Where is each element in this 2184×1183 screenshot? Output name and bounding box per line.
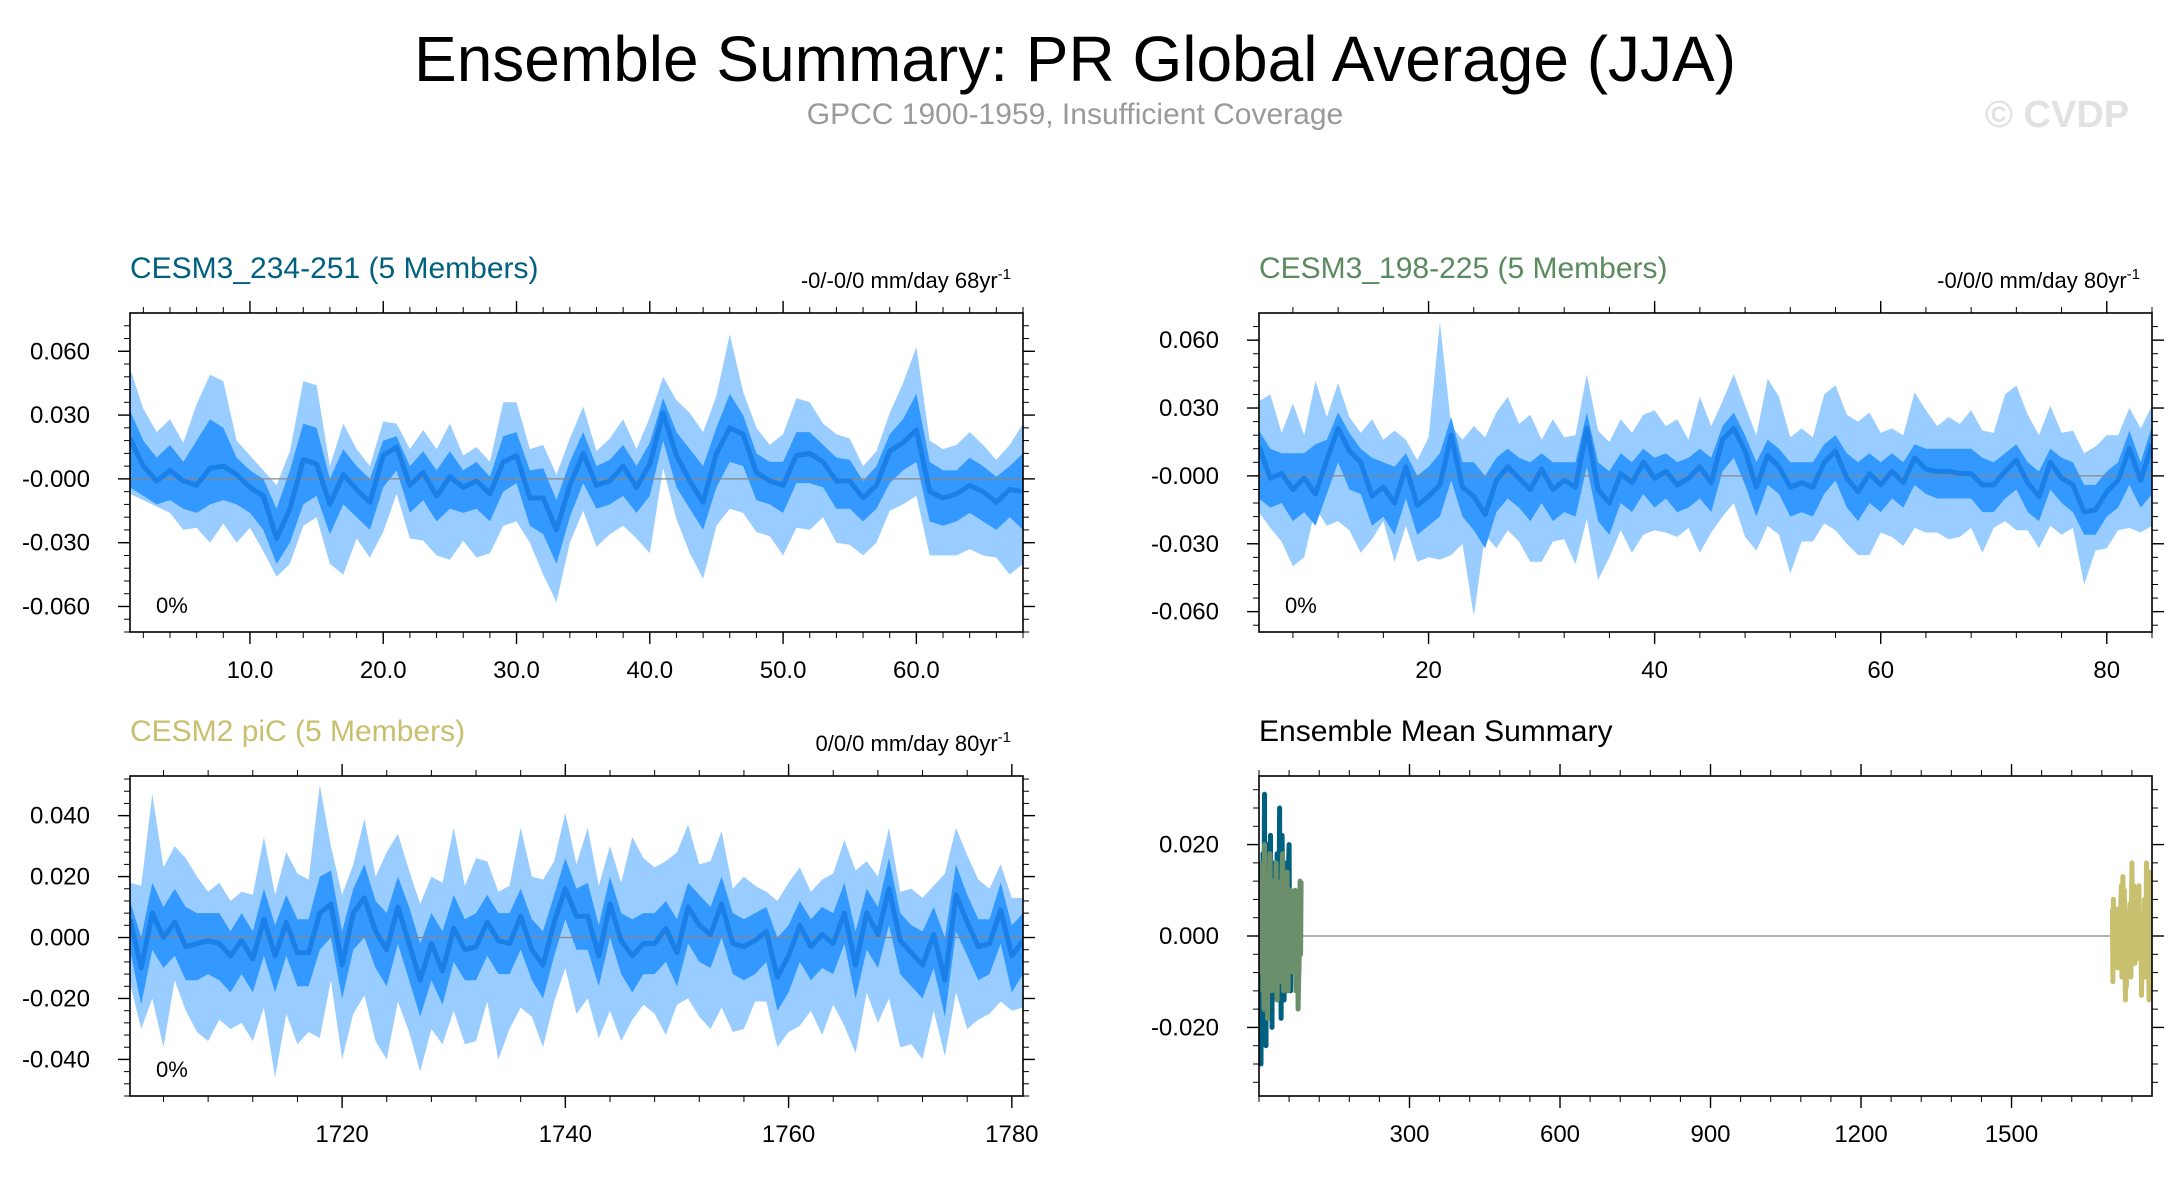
x-tick-label: 30.0 bbox=[493, 657, 540, 684]
x-tick-label: 1500 bbox=[1985, 1121, 2038, 1148]
plot-area bbox=[130, 334, 1023, 603]
y-tick-label: -0.040 bbox=[22, 1046, 90, 1073]
trend-exponent: -1 bbox=[2127, 266, 2140, 283]
x-tick-label: 50.0 bbox=[760, 657, 807, 684]
chart-panel-p4: Ensemble Mean Summary 0.020 0.000 -0.020 300… bbox=[1151, 715, 2164, 1148]
x-tick-label: 1720 bbox=[315, 1121, 368, 1148]
x-tick-label: 1780 bbox=[985, 1121, 1038, 1148]
trend-label: -0/0/0 mm/day 80yr-1 bbox=[1937, 266, 2140, 293]
plot-area bbox=[1259, 791, 2152, 1067]
ensemble-mean-line bbox=[130, 886, 1023, 983]
y-tick-label: 0.030 bbox=[1159, 395, 1219, 422]
trend-label: 0/0/0 mm/day 80yr-1 bbox=[815, 729, 1011, 756]
trend-exponent: -1 bbox=[998, 729, 1011, 746]
ensemble-mean-series-3 bbox=[2109, 860, 2152, 1003]
y-tick-label: -0.020 bbox=[22, 985, 90, 1012]
y-tick-label: 0.060 bbox=[1159, 327, 1219, 354]
plot-area bbox=[130, 785, 1023, 1078]
trend-label: -0/-0/0 mm/day 68yr-1 bbox=[801, 266, 1011, 293]
x-tick-label: 1760 bbox=[762, 1121, 815, 1148]
y-tick-label: -0.030 bbox=[1151, 531, 1219, 558]
trend-text: 0/0/0 mm/day 80yr bbox=[815, 731, 997, 756]
x-tick-label: 900 bbox=[1690, 1121, 1730, 1148]
trend-text: -0/-0/0 mm/day 68yr bbox=[801, 268, 998, 293]
trend-text: -0/0/0 mm/day 80yr bbox=[1937, 268, 2127, 293]
ensemble-mean-series-2 bbox=[1259, 842, 1304, 1021]
plot-frame bbox=[129, 312, 1024, 633]
plot-area bbox=[1259, 322, 2152, 617]
chart-panel-p1: 0% -0/-0/0 mm/day 68yr-1 CESM3_234-251 (5 … bbox=[22, 252, 1035, 684]
ensemble-mean-line bbox=[1259, 425, 2152, 517]
ensemble-mean-line bbox=[130, 410, 1023, 541]
y-tick-label: 0.030 bbox=[30, 402, 90, 429]
chart-panel-p3: 0% 0/0/0 mm/day 80yr-1 CESM2 piC (5 Member… bbox=[22, 715, 1039, 1148]
y-tick-label: -0.060 bbox=[22, 593, 90, 620]
main-title: Ensemble Summary: PR Global Average (JJA… bbox=[414, 23, 1736, 95]
y-tick-label: -0.060 bbox=[1151, 599, 1219, 626]
x-tick-label: 300 bbox=[1389, 1121, 1429, 1148]
x-tick-label: 600 bbox=[1540, 1121, 1580, 1148]
panel-title: CESM2 piC (5 Members) bbox=[130, 715, 465, 748]
trend-exponent: -1 bbox=[998, 266, 1011, 283]
x-tick-label: 1740 bbox=[539, 1121, 592, 1148]
percent-label: 0% bbox=[1285, 593, 1317, 618]
panel-title: CESM3_234-251 (5 Members) bbox=[130, 252, 539, 285]
chart-panel-p2: 0% -0/0/0 mm/day 80yr-1 CESM3_198-225 (5 M… bbox=[1151, 252, 2164, 684]
panel-title: CESM3_198-225 (5 Members) bbox=[1259, 252, 1668, 285]
y-tick-label: -0.000 bbox=[1151, 463, 1219, 490]
percent-label: 0% bbox=[156, 1057, 188, 1082]
x-tick-label: 20 bbox=[1415, 657, 1442, 684]
subtitle: GPCC 1900-1959, Insufficient Coverage bbox=[806, 98, 1344, 131]
y-tick-label: 0.040 bbox=[30, 803, 90, 830]
y-tick-label: 0.000 bbox=[1159, 923, 1219, 950]
x-tick-label: 40.0 bbox=[626, 657, 673, 684]
y-tick-label: 0.020 bbox=[30, 864, 90, 891]
x-tick-label: 20.0 bbox=[360, 657, 407, 684]
x-tick-label: 1200 bbox=[1834, 1121, 1887, 1148]
x-tick-label: 40 bbox=[1641, 657, 1668, 684]
panel-title: Ensemble Mean Summary bbox=[1259, 715, 1612, 748]
plot-frame bbox=[129, 775, 1024, 1097]
x-tick-label: 80 bbox=[2093, 657, 2120, 684]
y-tick-label: 0.000 bbox=[30, 925, 90, 952]
cvdp-watermark: © CVDP bbox=[1985, 94, 2130, 136]
plot-frame bbox=[1258, 312, 2153, 633]
x-tick-label: 10.0 bbox=[227, 657, 274, 684]
y-tick-label: 0.020 bbox=[1159, 832, 1219, 859]
y-tick-label: 0.060 bbox=[30, 338, 90, 365]
x-tick-label: 60 bbox=[1867, 657, 1894, 684]
percent-label: 0% bbox=[156, 593, 188, 618]
y-tick-label: -0.020 bbox=[1151, 1014, 1219, 1041]
x-tick-label: 60.0 bbox=[893, 657, 940, 684]
y-tick-label: -0.000 bbox=[22, 466, 90, 493]
y-tick-label: -0.030 bbox=[22, 530, 90, 557]
